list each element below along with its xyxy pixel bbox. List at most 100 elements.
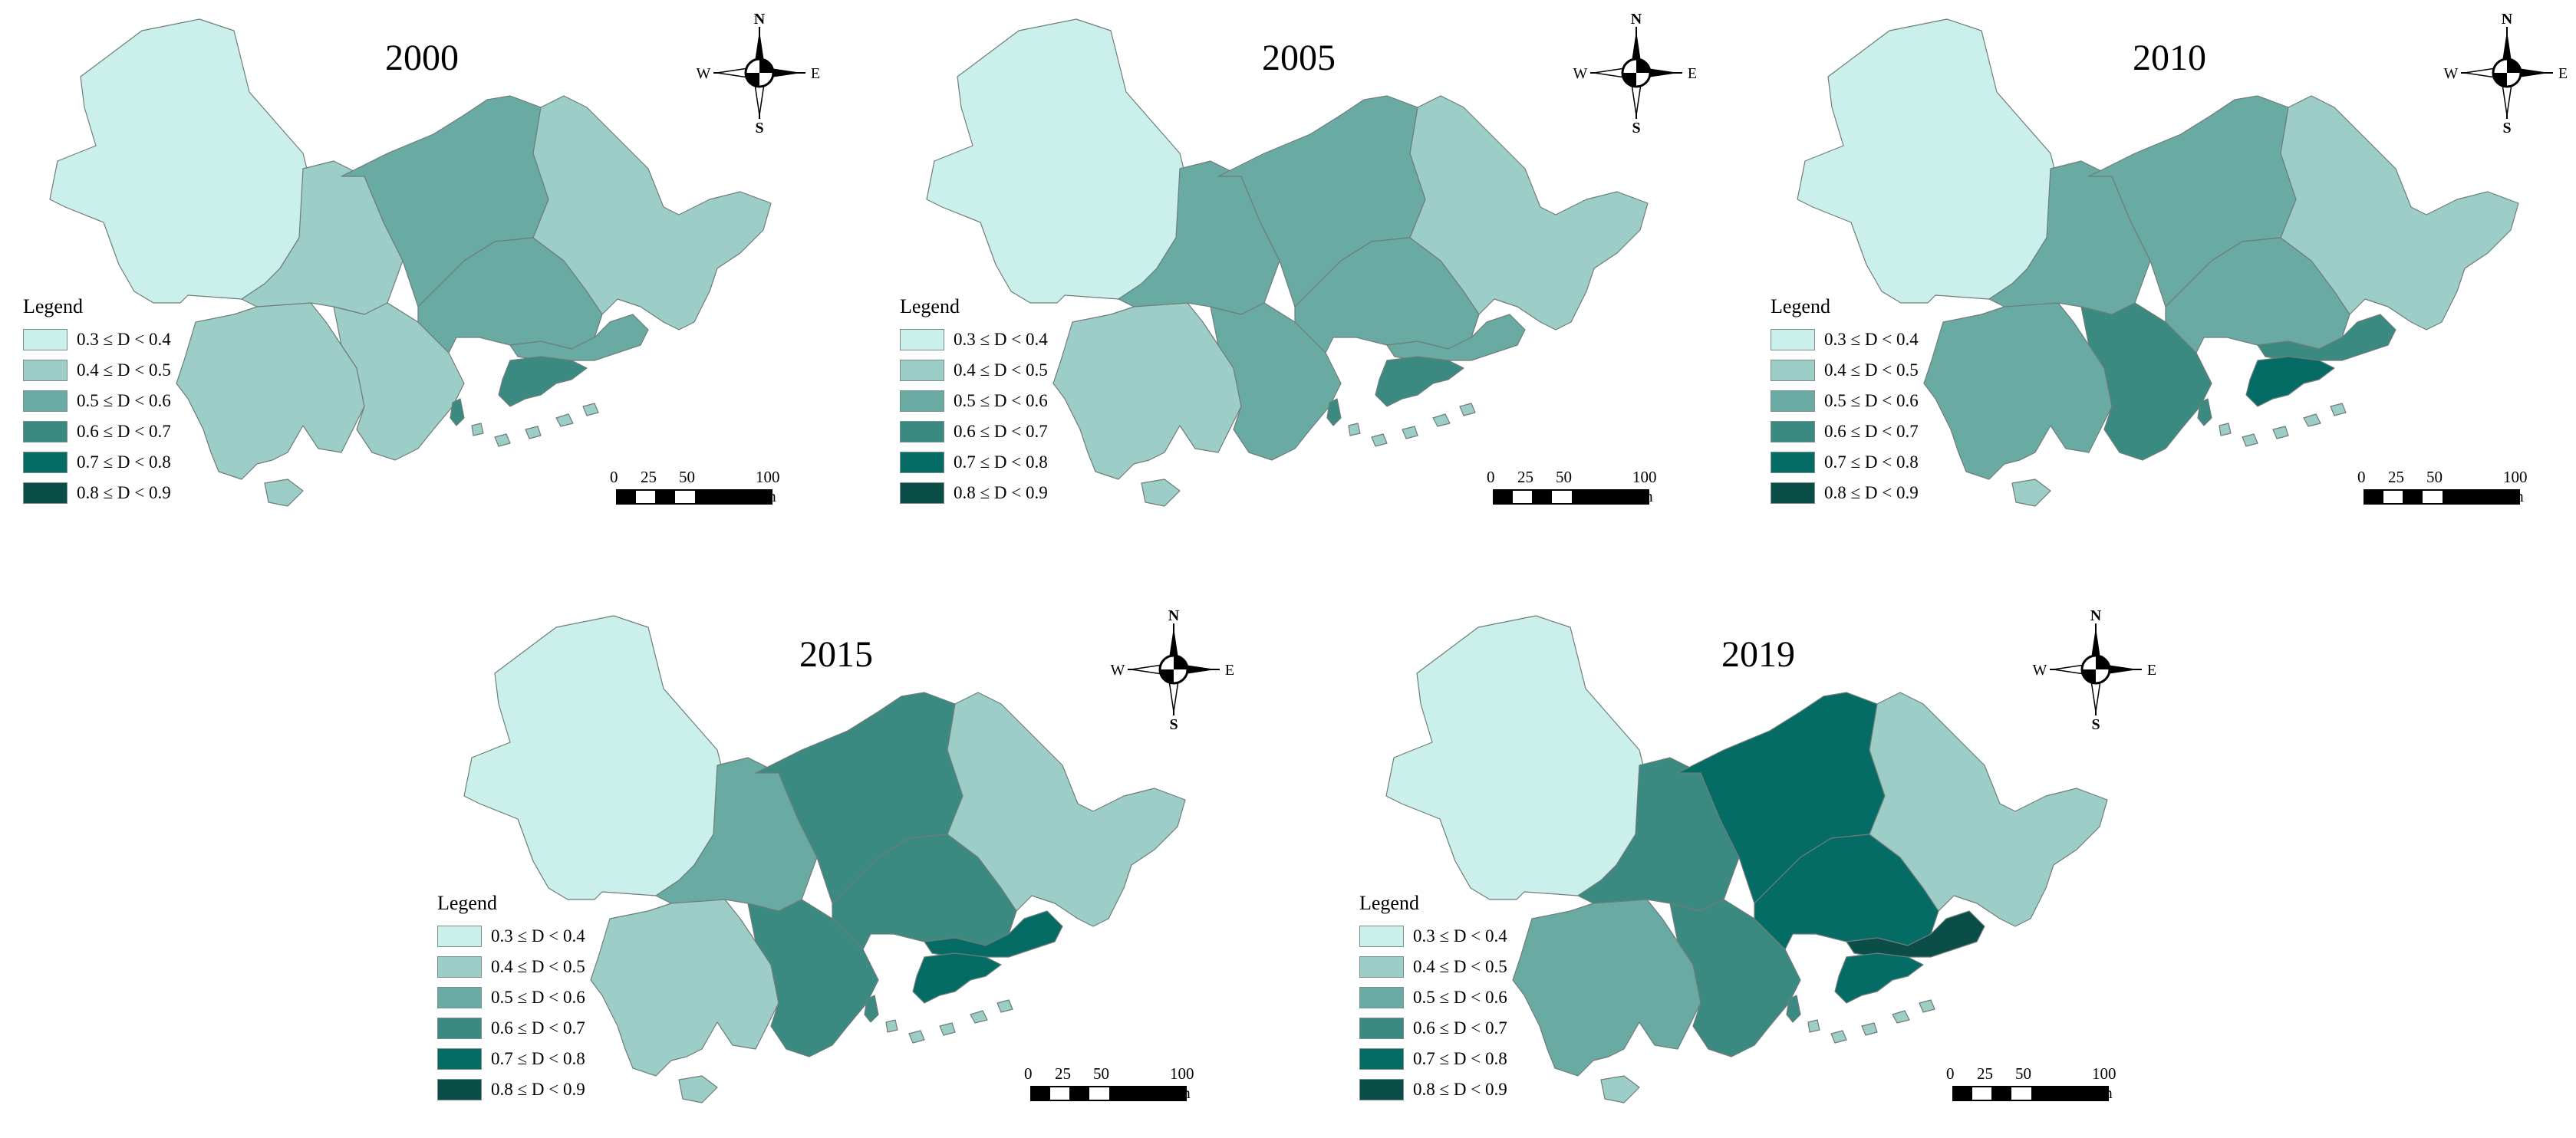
scale-label-25: 25: [1517, 468, 1533, 486]
islet: [1371, 433, 1388, 447]
scale-label-25: 25: [2388, 468, 2404, 486]
choropleth-map: [49, 18, 772, 507]
compass-rose-icon: N S W E: [2033, 607, 2157, 733]
scale-label-50: 50: [1556, 468, 1572, 486]
legend-swatch: [1771, 329, 1815, 350]
legend-rows: 0.3 ≤ D < 0.4 0.4 ≤ D < 0.5 0.5 ≤ D < 0.6 0…: [1359, 921, 1507, 1105]
scale-label-25: 25: [1977, 1064, 1993, 1083]
choropleth-map: [1385, 615, 2108, 1103]
legend: Legend 0.3 ≤ D < 0.4 0.4 ≤ D < 0.5 0.5 ≤ D…: [900, 295, 1048, 508]
legend-title: Legend: [23, 295, 83, 317]
region-island: [2245, 356, 2335, 407]
region-east: [1869, 692, 2108, 927]
region-southwest: [1512, 899, 1701, 1077]
legend-swatch: [23, 390, 68, 412]
year-title: 2000: [385, 38, 459, 78]
legend-item: 0.3 ≤ D < 0.4: [1359, 921, 1507, 952]
islet: [1919, 999, 1935, 1013]
islet: [1807, 1019, 1820, 1033]
scale-label-50: 50: [2426, 468, 2443, 486]
legend-label: 0.3 ≤ D < 0.4: [1413, 926, 1507, 946]
north-arrow: N S W E: [694, 11, 825, 136]
legend-item: 0.7 ≤ D < 0.8: [1771, 447, 1919, 478]
compass-rose-icon: N S W E: [2444, 11, 2568, 136]
map-panel-2019: 2019 N S W E Legend 0.3 ≤ D < 0.4 0.4 ≤ D…: [1340, 597, 2176, 1133]
legend-swatch: [1359, 1018, 1404, 1039]
legend-item: 0.5 ≤ D < 0.6: [900, 386, 1048, 416]
legend-swatch: [1359, 987, 1404, 1008]
legend-swatch: [900, 421, 944, 442]
legend-title: Legend: [1359, 892, 1419, 914]
islet: [471, 423, 484, 436]
legend-item: 0.4 ≤ D < 0.5: [23, 355, 171, 386]
legend-item: 0.8 ≤ D < 0.9: [1771, 478, 1919, 508]
legend: Legend 0.3 ≤ D < 0.4 0.4 ≤ D < 0.5 0.5 ≤ D…: [437, 892, 585, 1105]
region-strip: [450, 398, 465, 426]
islet: [1861, 1022, 1878, 1036]
legend-item: 0.8 ≤ D < 0.9: [1359, 1074, 1507, 1105]
compass-e: E: [2147, 662, 2156, 679]
islet: [525, 426, 542, 439]
islet: [2011, 479, 2051, 507]
islet: [1830, 1030, 1847, 1044]
region-southwest: [1923, 302, 2113, 480]
legend-label: 0.6 ≤ D < 0.7: [77, 422, 171, 441]
islet: [885, 1019, 898, 1033]
year-title: 2010: [2133, 38, 2206, 78]
legend-label: 0.7 ≤ D < 0.8: [954, 452, 1048, 472]
compass-s: S: [2502, 120, 2511, 134]
scale-bar: 0 25 50 100 km: [610, 468, 786, 514]
legend-swatch: [1771, 452, 1815, 473]
scale-track: [1493, 489, 1649, 505]
legend-item: 0.7 ≤ D < 0.8: [1359, 1044, 1507, 1074]
north-arrow: N S W E: [1108, 607, 1239, 733]
map-panel-2010: 2010 N S W E Legend 0.3 ≤ D < 0.4 0.4 ≤ D…: [1751, 0, 2576, 537]
legend-swatch: [1771, 390, 1815, 412]
legend-item: 0.6 ≤ D < 0.7: [900, 416, 1048, 447]
scale-label-25: 25: [641, 468, 657, 486]
legend-rows: 0.3 ≤ D < 0.4 0.4 ≤ D < 0.5 0.5 ≤ D < 0.6 0…: [437, 921, 585, 1105]
islet: [2330, 403, 2347, 416]
north-arrow: N S W E: [2031, 607, 2161, 733]
legend-label: 0.5 ≤ D < 0.6: [77, 391, 171, 410]
legend-label: 0.6 ≤ D < 0.7: [1824, 422, 1919, 441]
legend-item: 0.5 ≤ D < 0.6: [437, 982, 585, 1013]
compass-s: S: [755, 120, 763, 134]
compass-e: E: [811, 65, 820, 82]
compass-rose-icon: N S W E: [1573, 11, 1698, 136]
region-northwest: [1385, 615, 1648, 900]
legend-label: 0.4 ≤ D < 0.5: [491, 957, 585, 976]
legend-label: 0.7 ≤ D < 0.8: [1824, 452, 1919, 472]
islet: [555, 413, 574, 427]
choropleth-map: [463, 615, 1186, 1103]
legend-label: 0.8 ≤ D < 0.9: [1824, 483, 1919, 502]
region-island: [1375, 356, 1464, 407]
scale-track: [1030, 1086, 1187, 1101]
compass-w: W: [1111, 662, 1125, 679]
compass-w: W: [2033, 662, 2047, 679]
legend-swatch: [23, 329, 68, 350]
region-island: [1834, 952, 1924, 1004]
legend-label: 0.5 ≤ D < 0.6: [1413, 988, 1507, 1007]
legend-item: 0.3 ≤ D < 0.4: [437, 921, 585, 952]
legend-item: 0.8 ≤ D < 0.9: [900, 478, 1048, 508]
legend: Legend 0.3 ≤ D < 0.4 0.4 ≤ D < 0.5 0.5 ≤ D…: [23, 295, 171, 508]
compass-rose-icon: N S W E: [1111, 607, 1235, 733]
legend-item: 0.7 ≤ D < 0.8: [23, 447, 171, 478]
legend: Legend 0.3 ≤ D < 0.4 0.4 ≤ D < 0.5 0.5 ≤ D…: [1771, 295, 1919, 508]
legend-item: 0.3 ≤ D < 0.4: [23, 324, 171, 355]
map-panel-2005: 2005 N S W E Legend 0.3 ≤ D < 0.4 0.4 ≤ D…: [881, 0, 1717, 537]
legend-label: 0.3 ≤ D < 0.4: [491, 926, 585, 946]
legend-item: 0.4 ≤ D < 0.5: [437, 952, 585, 982]
legend-swatch: [1359, 1079, 1404, 1100]
scale-track: [1952, 1086, 2109, 1101]
scale-track: [2364, 489, 2520, 505]
legend-label: 0.4 ≤ D < 0.5: [1824, 360, 1919, 380]
legend-label: 0.6 ≤ D < 0.7: [491, 1018, 585, 1038]
islet: [2242, 433, 2258, 447]
scale-label-50: 50: [2015, 1064, 2031, 1083]
legend-label: 0.5 ≤ D < 0.6: [954, 391, 1048, 410]
scale-label-50: 50: [679, 468, 695, 486]
scale-bar: 0 25 50 100 km: [1946, 1064, 2123, 1110]
islet: [1600, 1075, 1640, 1103]
